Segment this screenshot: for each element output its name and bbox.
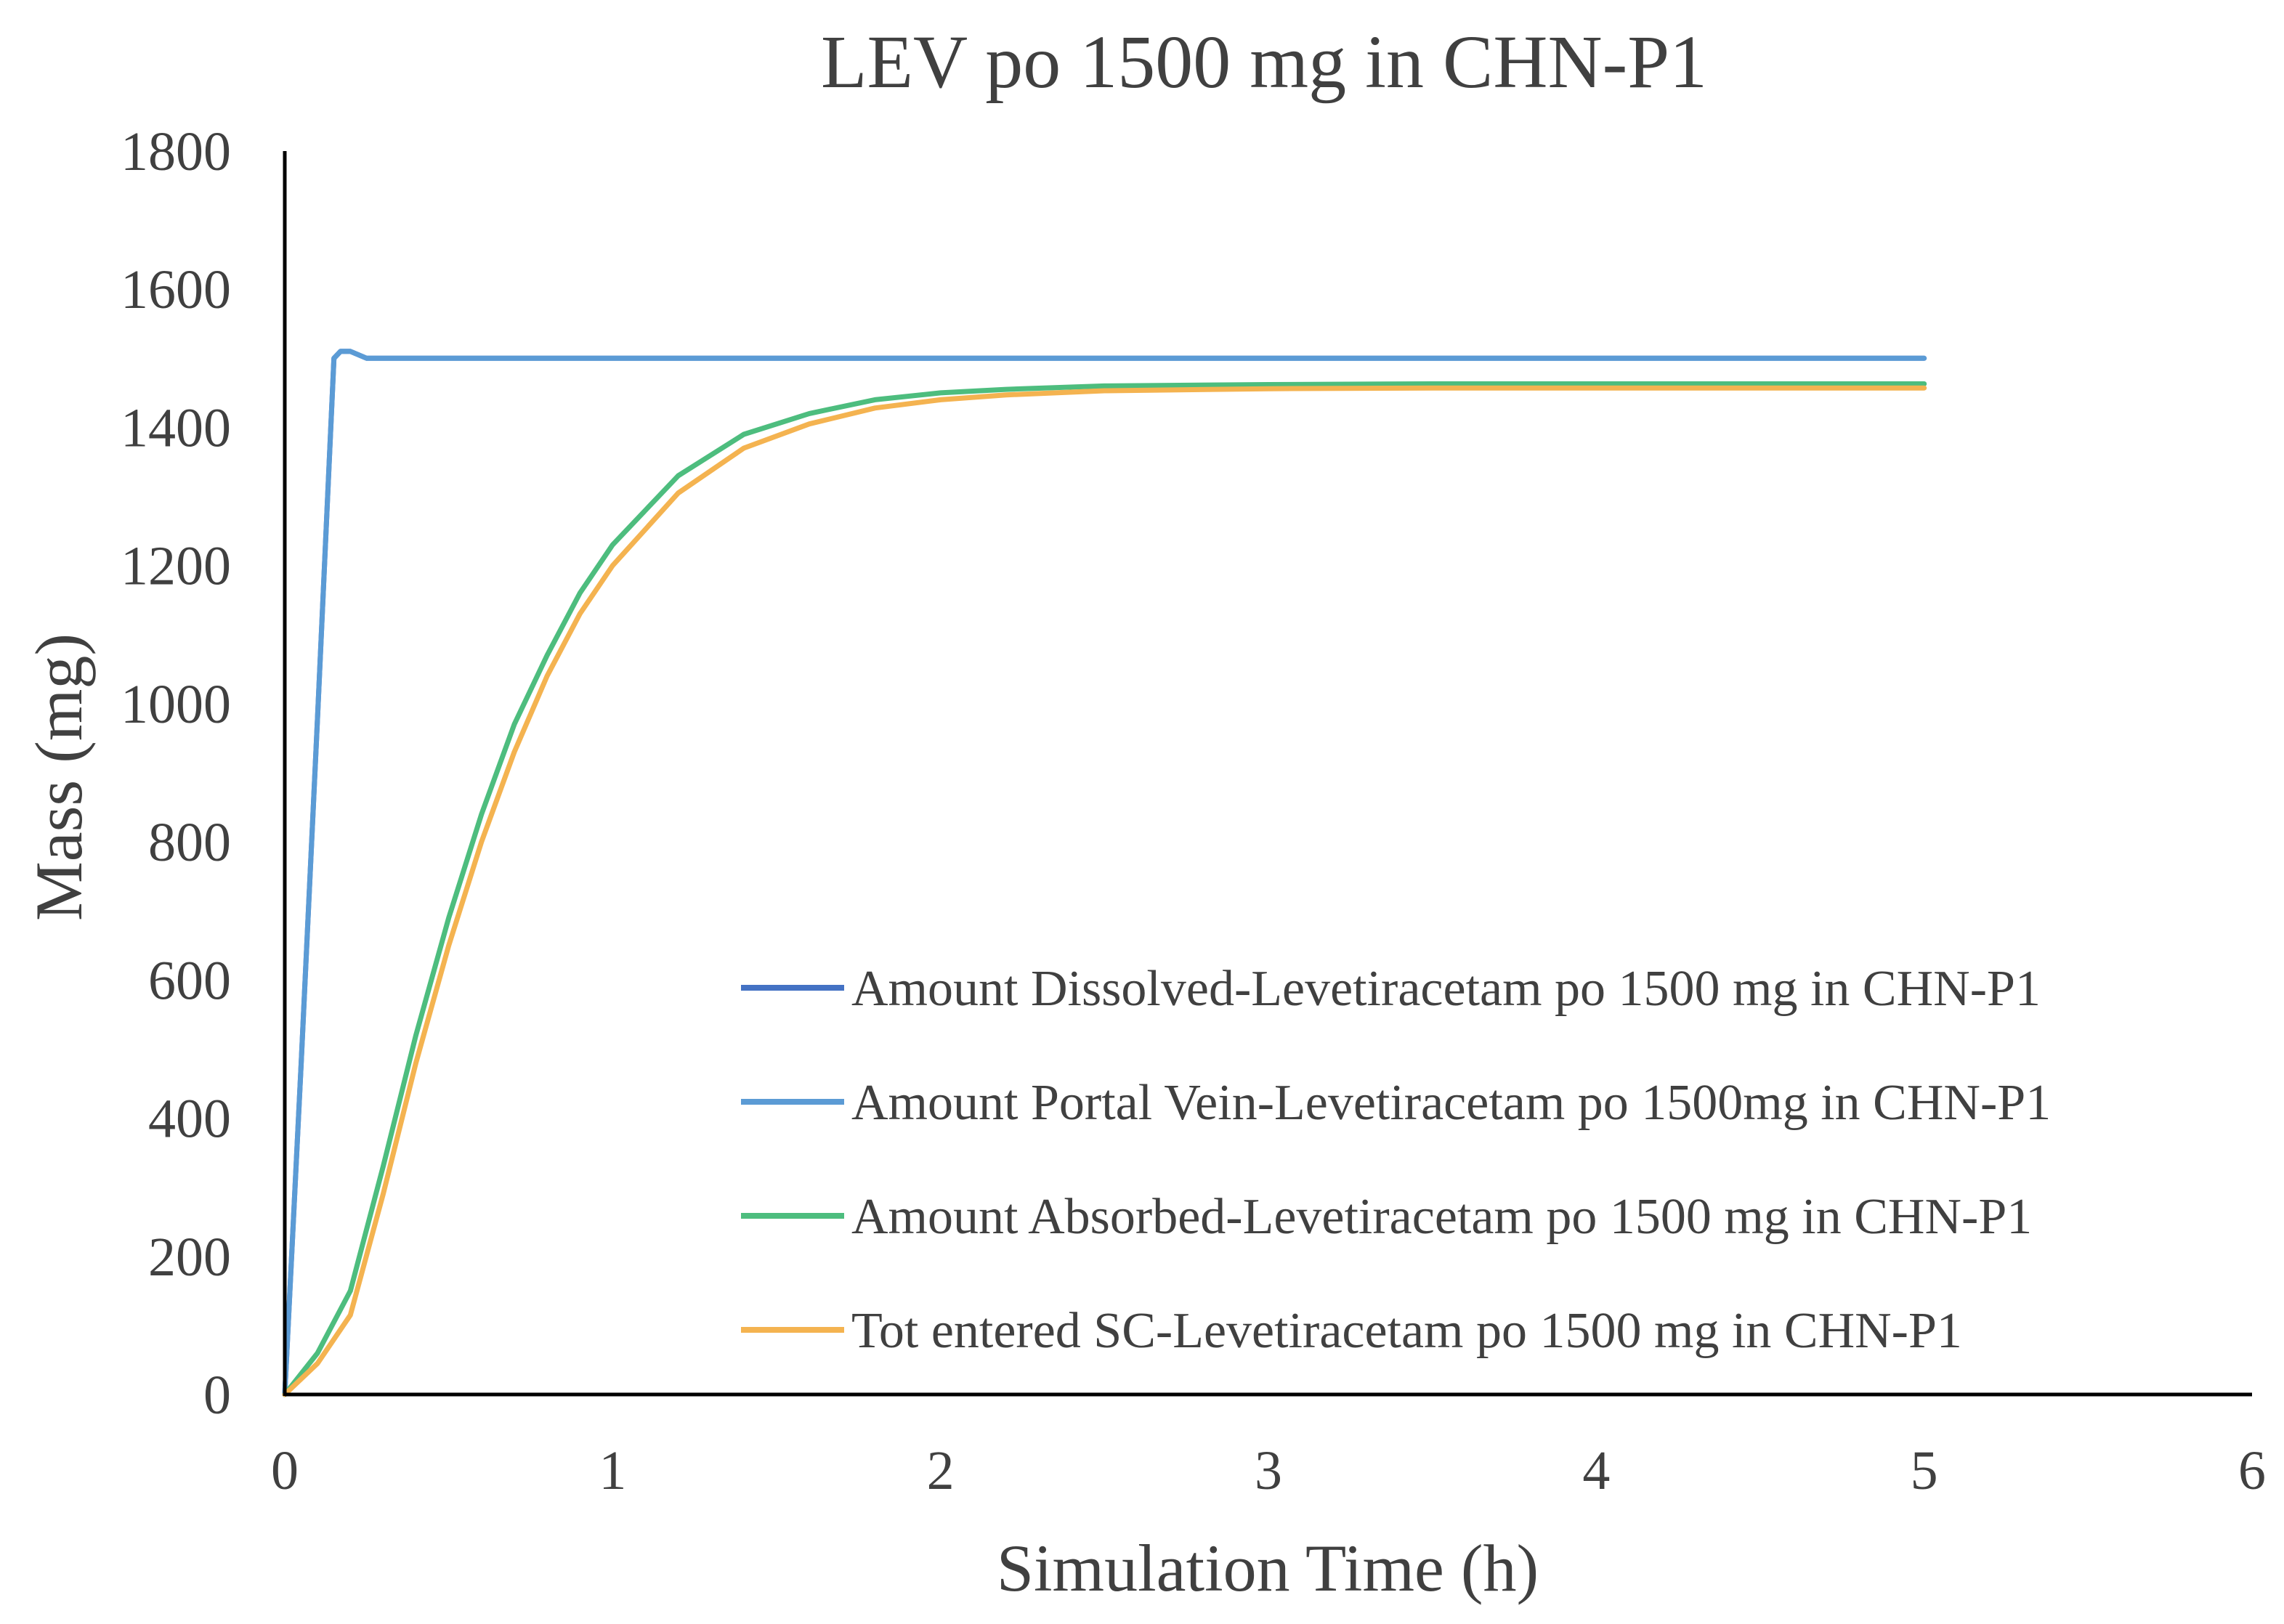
x-tick-label: 4 <box>1582 1440 1610 1501</box>
x-tick-label: 0 <box>271 1440 299 1501</box>
x-tick-label: 2 <box>927 1440 955 1501</box>
x-tick-labels: 0 1 2 3 4 5 6 <box>271 1440 2266 1501</box>
x-tick-label: 1 <box>599 1440 626 1501</box>
x-tick-label: 3 <box>1255 1440 1282 1501</box>
y-tick-label: 200 <box>148 1227 231 1288</box>
series-line-4 <box>282 385 1927 1397</box>
legend-label-4: Tot entered SC-Levetiracetam po 1500 mg … <box>851 1303 1962 1359</box>
series-line-3 <box>282 381 1927 1397</box>
x-tick-label: 6 <box>2238 1440 2266 1501</box>
y-tick-label: 400 <box>148 1089 231 1150</box>
y-tick-label: 1600 <box>121 259 231 320</box>
series-line-2 <box>282 349 1927 1397</box>
y-tick-label: 1400 <box>121 397 231 458</box>
y-tick-label: 1800 <box>121 121 231 182</box>
x-tick-label: 5 <box>1911 1440 1938 1501</box>
legend: Amount Dissolved-Levetiracetam po 1500 m… <box>741 961 2051 1359</box>
y-tick-label: 1000 <box>121 674 231 735</box>
legend-label-2: Amount Portal Vein-Levetiracetam po 1500… <box>851 1075 2051 1131</box>
y-tick-label: 600 <box>148 950 231 1011</box>
y-tick-label: 0 <box>203 1365 231 1426</box>
series-layer <box>282 349 1927 1397</box>
y-tick-labels: 0 200 400 600 800 1000 1200 1400 1600 1800 <box>121 121 231 1426</box>
chart-title: LEV po 1500 mg in CHN-P1 <box>821 20 1707 104</box>
y-tick-label: 1200 <box>121 536 231 597</box>
legend-label-1: Amount Dissolved-Levetiracetam po 1500 m… <box>851 961 2041 1017</box>
y-axis-label: Mass (mg) <box>22 633 96 921</box>
x-axis-label: Simulation Time (h) <box>997 1531 1539 1605</box>
legend-label-3: Amount Absorbed-Levetiracetam po 1500 mg… <box>851 1189 2032 1245</box>
y-tick-label: 800 <box>148 812 231 873</box>
